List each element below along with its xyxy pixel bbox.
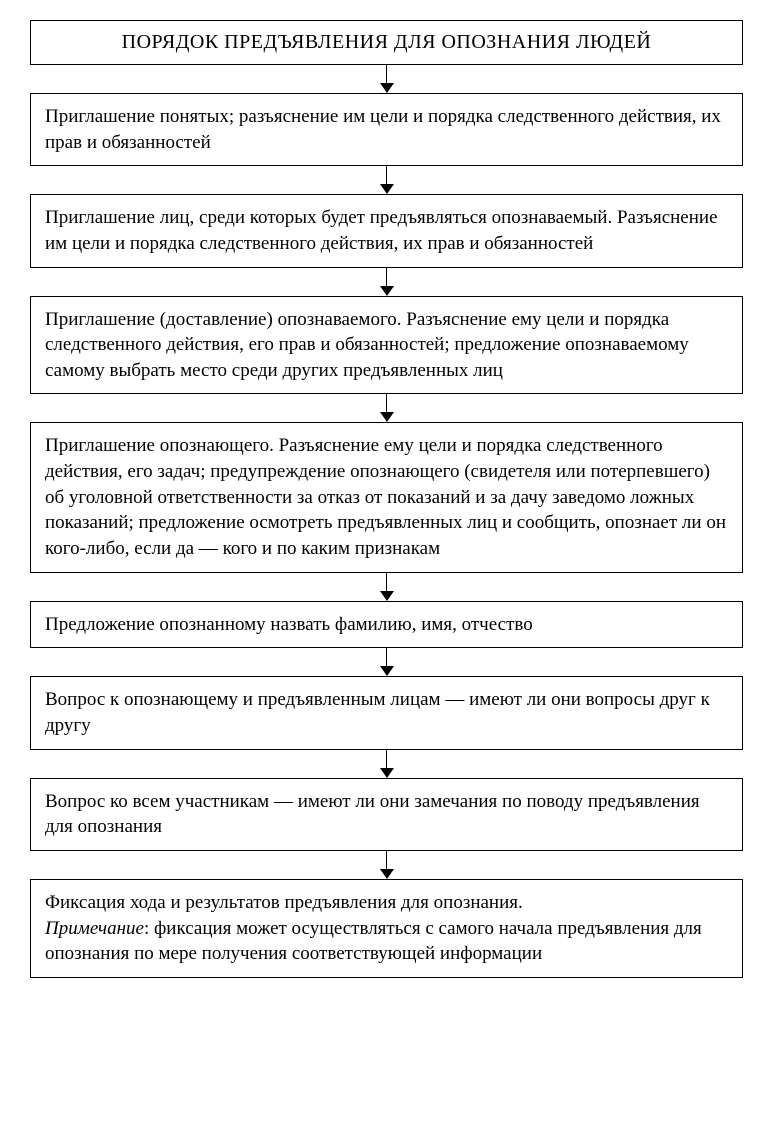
flowchart-title: ПОРЯДОК ПРЕДЪЯВЛЕНИЯ ДЛЯ ОПОЗНАНИЯ ЛЮДЕЙ xyxy=(45,31,728,54)
arrow-icon xyxy=(380,648,394,676)
step-text: Приглашение лиц, среди которых будет пре… xyxy=(45,205,728,256)
title-box: ПОРЯДОК ПРЕДЪЯВЛЕНИЯ ДЛЯ ОПОЗНАНИЯ ЛЮДЕЙ xyxy=(30,20,743,65)
step-text: Вопрос к опознающему и предъявленным лиц… xyxy=(45,687,728,738)
final-main-text: Фиксация хода и результатов предъявления… xyxy=(45,892,523,913)
arrow-icon xyxy=(380,851,394,879)
step-box-2: Приглашение лиц, среди которых будет пре… xyxy=(30,194,743,267)
step-box-7: Вопрос ко всем участникам — имеют ли они… xyxy=(30,778,743,851)
arrow-icon xyxy=(380,166,394,194)
note-label: Примечание xyxy=(45,918,144,939)
step-box-3: Приглашение (доставление) опознаваемого.… xyxy=(30,296,743,395)
step-text: Приглашение опознающего. Разъяснение ему… xyxy=(45,433,728,561)
arrow-icon xyxy=(380,268,394,296)
arrow-icon xyxy=(380,65,394,93)
step-text: Вопрос ко всем участникам — имеют ли они… xyxy=(45,789,728,840)
arrow-icon xyxy=(380,750,394,778)
final-step-box: Фиксация хода и результатов предъявления… xyxy=(30,879,743,978)
step-text: Предложение опознанному назвать фамилию,… xyxy=(45,612,728,638)
note-text: : фиксация может осуществляться с самого… xyxy=(45,918,702,965)
arrow-icon xyxy=(380,394,394,422)
flowchart-container: ПОРЯДОК ПРЕДЪЯВЛЕНИЯ ДЛЯ ОПОЗНАНИЯ ЛЮДЕЙ… xyxy=(30,20,743,978)
step-text: Приглашение (доставление) опознаваемого.… xyxy=(45,307,728,384)
step-box-5: Предложение опознанному назвать фамилию,… xyxy=(30,601,743,649)
arrow-icon xyxy=(380,573,394,601)
step-box-6: Вопрос к опознающему и предъявленным лиц… xyxy=(30,676,743,749)
step-box-4: Приглашение опознающего. Разъяснение ему… xyxy=(30,422,743,572)
final-step-text: Фиксация хода и результатов предъявления… xyxy=(45,890,728,967)
step-box-1: Приглашение понятых; разъяснение им цели… xyxy=(30,93,743,166)
step-text: Приглашение понятых; разъяснение им цели… xyxy=(45,104,728,155)
